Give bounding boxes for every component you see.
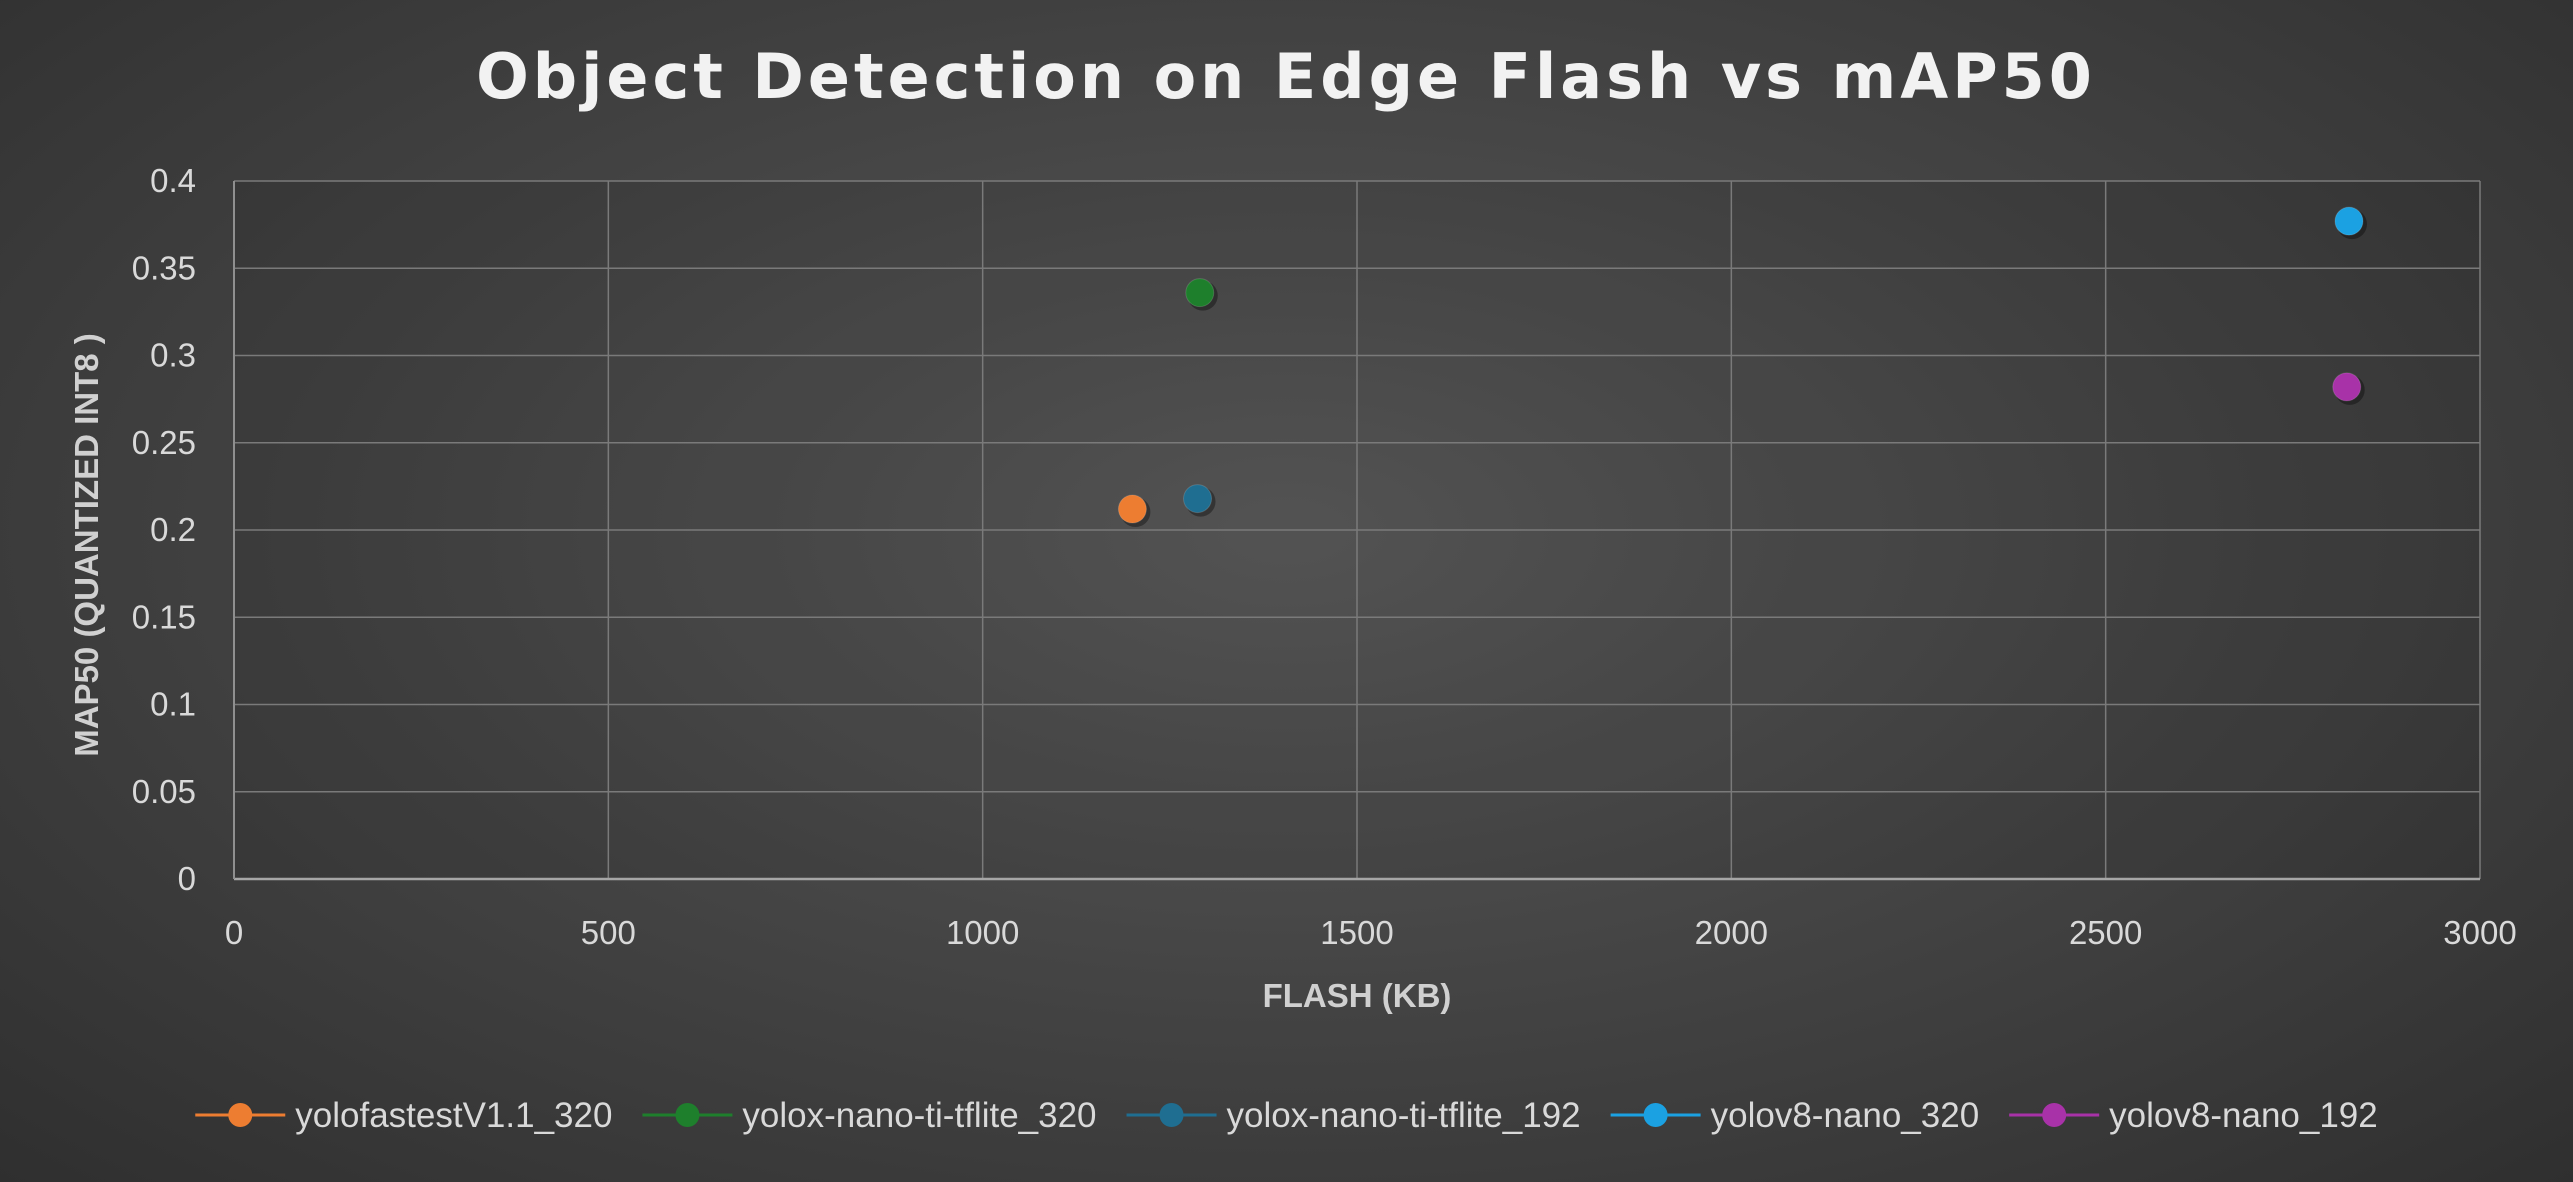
legend-label: yolov8-nano_320: [1711, 1096, 1980, 1135]
y-tick-label: 0.3: [150, 337, 196, 374]
legend: yolofastestV1.1_320 yolox-nano-ti-tflite_…: [195, 1096, 2378, 1135]
x-tick-label: 1000: [946, 914, 1019, 951]
data-point-3: [2334, 206, 2364, 236]
y-axis-ticks: 0 0.05 0.1 0.15 0.2 0.25 0.3 0.35 0.4: [132, 162, 196, 897]
legend-marker: [1643, 1103, 1668, 1127]
y-tick-label: 0.4: [150, 162, 196, 199]
y-tick-label: 0.1: [150, 686, 196, 723]
x-tick-label: 1500: [1320, 914, 1393, 951]
y-tick-label: 0.35: [132, 249, 196, 286]
legend-item-2: yolox-nano-ti-tflite_192: [1126, 1096, 1581, 1135]
x-tick-label: 2500: [2069, 914, 2142, 951]
y-axis-title: MAP50 (QUANTIZED INT8 ): [68, 333, 105, 757]
data-point-4: [2332, 372, 2362, 402]
chart-title: Object Detection on Edge Flash vs mAP50: [476, 40, 2096, 113]
data-point-2: [1183, 484, 1213, 514]
x-axis-ticks: 0 500 1000 1500 2000 2500 3000: [225, 914, 2517, 951]
y-tick-label: 0.15: [132, 598, 196, 635]
legend-marker: [2042, 1103, 2067, 1127]
x-tick-label: 0: [225, 914, 243, 951]
legend-item-0: yolofastestV1.1_320: [195, 1096, 612, 1135]
data-point-0: [1117, 494, 1147, 524]
legend-marker: [1159, 1103, 1184, 1127]
x-tick-label: 2000: [1695, 914, 1768, 951]
data-points: [1117, 206, 2367, 528]
y-tick-label: 0.25: [132, 424, 196, 461]
legend-label: yolofastestV1.1_320: [295, 1096, 612, 1135]
data-point-1: [1185, 278, 1215, 308]
x-tick-label: 3000: [2443, 914, 2516, 951]
legend-item-1: yolox-nano-ti-tflite_320: [642, 1096, 1097, 1135]
legend-item-3: yolov8-nano_320: [1610, 1096, 1980, 1135]
legend-item-4: yolov8-nano_192: [2009, 1096, 2378, 1135]
legend-label: yolox-nano-ti-tflite_320: [742, 1096, 1096, 1135]
y-tick-label: 0: [178, 860, 196, 897]
legend-label: yolox-nano-ti-tflite_192: [1227, 1096, 1581, 1135]
gridlines: [234, 180, 2481, 879]
y-tick-label: 0.05: [132, 773, 196, 810]
x-axis-title: FLASH (KB): [1263, 977, 1452, 1014]
legend-marker: [228, 1103, 253, 1127]
axes: [233, 181, 2480, 881]
y-tick-label: 0.2: [150, 511, 196, 548]
x-tick-label: 500: [581, 914, 636, 951]
legend-label: yolov8-nano_192: [2109, 1096, 2378, 1135]
legend-marker: [675, 1103, 700, 1127]
